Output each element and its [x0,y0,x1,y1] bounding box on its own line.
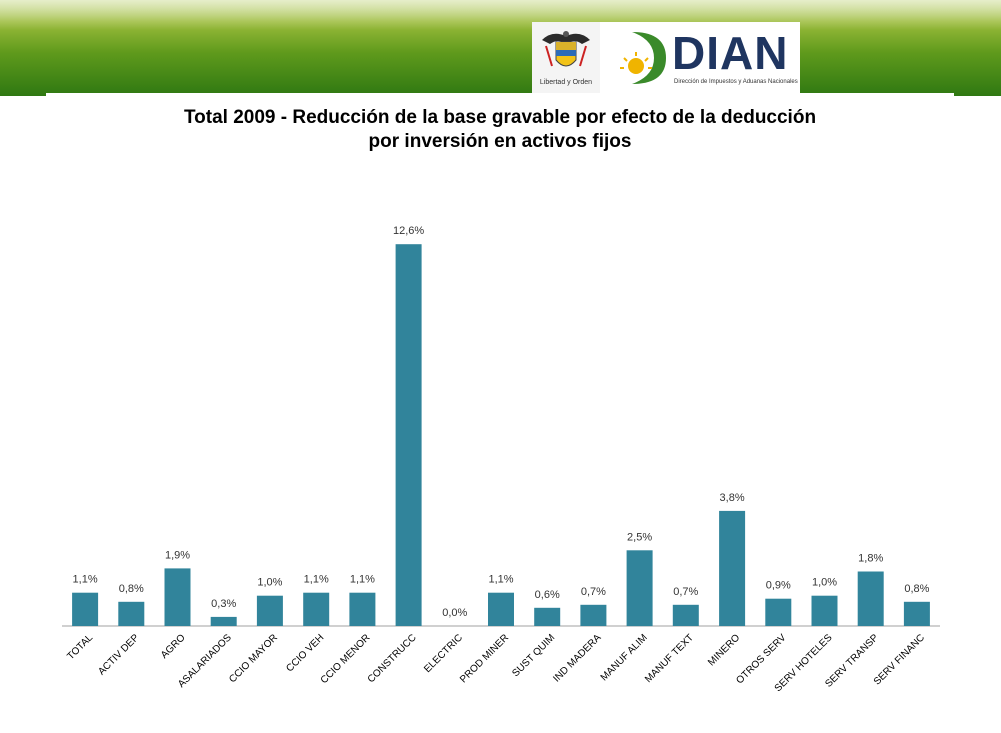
bar [672,604,699,626]
data-label: 0,6% [535,589,560,601]
chart-title: Total 2009 - Reducción de la base gravab… [60,106,940,154]
bar [256,595,283,626]
logo-panel [600,22,800,94]
data-label: 1,1% [73,574,98,586]
data-label: 0,7% [673,586,698,598]
bar [534,607,561,626]
data-label: 0,8% [904,583,929,595]
data-label: 1,1% [488,574,513,586]
bar [395,244,422,626]
x-tick-label: IND MADERA [551,632,603,684]
bar [765,598,792,626]
bar [118,601,145,626]
x-tick-label: CONSTRUCC [366,632,419,685]
data-label: 0,0% [442,607,467,619]
bar [719,510,746,626]
bar [903,601,930,626]
data-label: 1,1% [304,574,329,586]
data-label: 0,8% [119,583,144,595]
data-label: 1,0% [257,577,282,589]
bar [857,571,884,626]
chart-title-line-2: por inversión en activos fijos [368,131,632,152]
x-tick-label: SUST QUIM [510,632,557,679]
header-divider [46,93,954,96]
x-tick-label: CCIO MAYOR [227,632,280,685]
bar [210,616,237,626]
x-tick-label: MINERO [706,632,742,668]
data-label: 1,0% [812,577,837,589]
coat-of-arms-icon [542,31,590,67]
data-label: 1,9% [165,549,190,561]
x-tick-label: ELECTRIC [422,632,465,675]
bar [580,604,607,626]
crest-caption: Libertad y Orden [539,79,593,86]
dian-sun-logo-icon [620,32,666,84]
chart-title-line-1: Total 2009 - Reducción de la base gravab… [183,107,817,128]
bar [349,592,376,626]
x-tick-label: CCIO VEH [284,632,326,674]
data-label: 2,5% [627,531,652,543]
x-tick-label: MANUF ALIM [599,632,650,683]
x-tick-label: AGRO [159,632,188,661]
x-tick-label: CCIO MENOR [319,632,373,686]
data-label: 12,6% [393,225,424,237]
data-label: 0,9% [766,580,791,592]
brand-subtitle: Dirección de Impuestos y Aduanas Naciona… [674,79,798,85]
data-label: 0,7% [581,586,606,598]
bar [626,550,653,627]
header-banner-shine [0,0,1001,30]
data-label: 1,1% [350,574,375,586]
brand-name: DIAN [672,27,789,79]
bar [488,592,514,626]
bar [72,592,99,626]
data-label: 0,3% [211,598,236,610]
x-tick-label: MANUF TEXT [643,632,696,685]
x-tick-label: ACTIV DEP [96,632,141,677]
bar [303,592,330,626]
x-tick-label: TOTAL [65,632,95,662]
data-label: 3,8% [720,492,745,504]
x-tick-label: PROD MINER [458,632,511,685]
bar [811,595,838,626]
data-label: 1,8% [858,553,883,565]
bar [164,568,191,626]
